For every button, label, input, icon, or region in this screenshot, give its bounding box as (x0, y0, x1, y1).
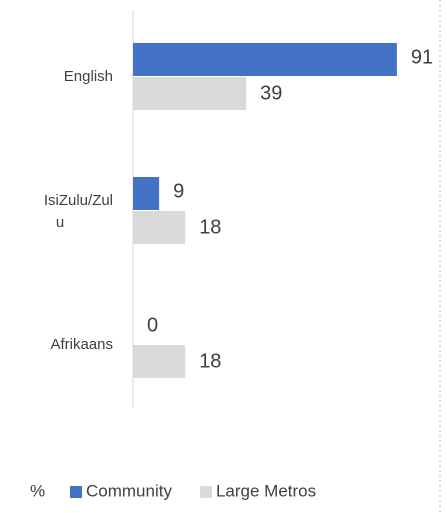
bar (133, 177, 160, 210)
bar (133, 345, 186, 378)
category-label: English (64, 68, 113, 85)
value-label: 9 (173, 180, 184, 202)
value-label: 0 (147, 314, 158, 336)
legend-swatch (70, 486, 82, 498)
legend-label: Community (86, 481, 172, 500)
bar (133, 77, 247, 110)
value-label: 18 (199, 350, 221, 372)
bar (133, 211, 186, 244)
category-label: IsiZulu/Zul u (44, 192, 113, 231)
category-label: Afrikaans (50, 336, 113, 353)
legend-label: Large Metros (216, 481, 316, 500)
legend-swatch (199, 486, 212, 498)
legend-unit: % (30, 481, 45, 500)
value-label: 18 (199, 216, 221, 238)
value-label: 39 (260, 82, 282, 104)
value-label: 91 (411, 46, 433, 68)
bar (133, 43, 397, 76)
